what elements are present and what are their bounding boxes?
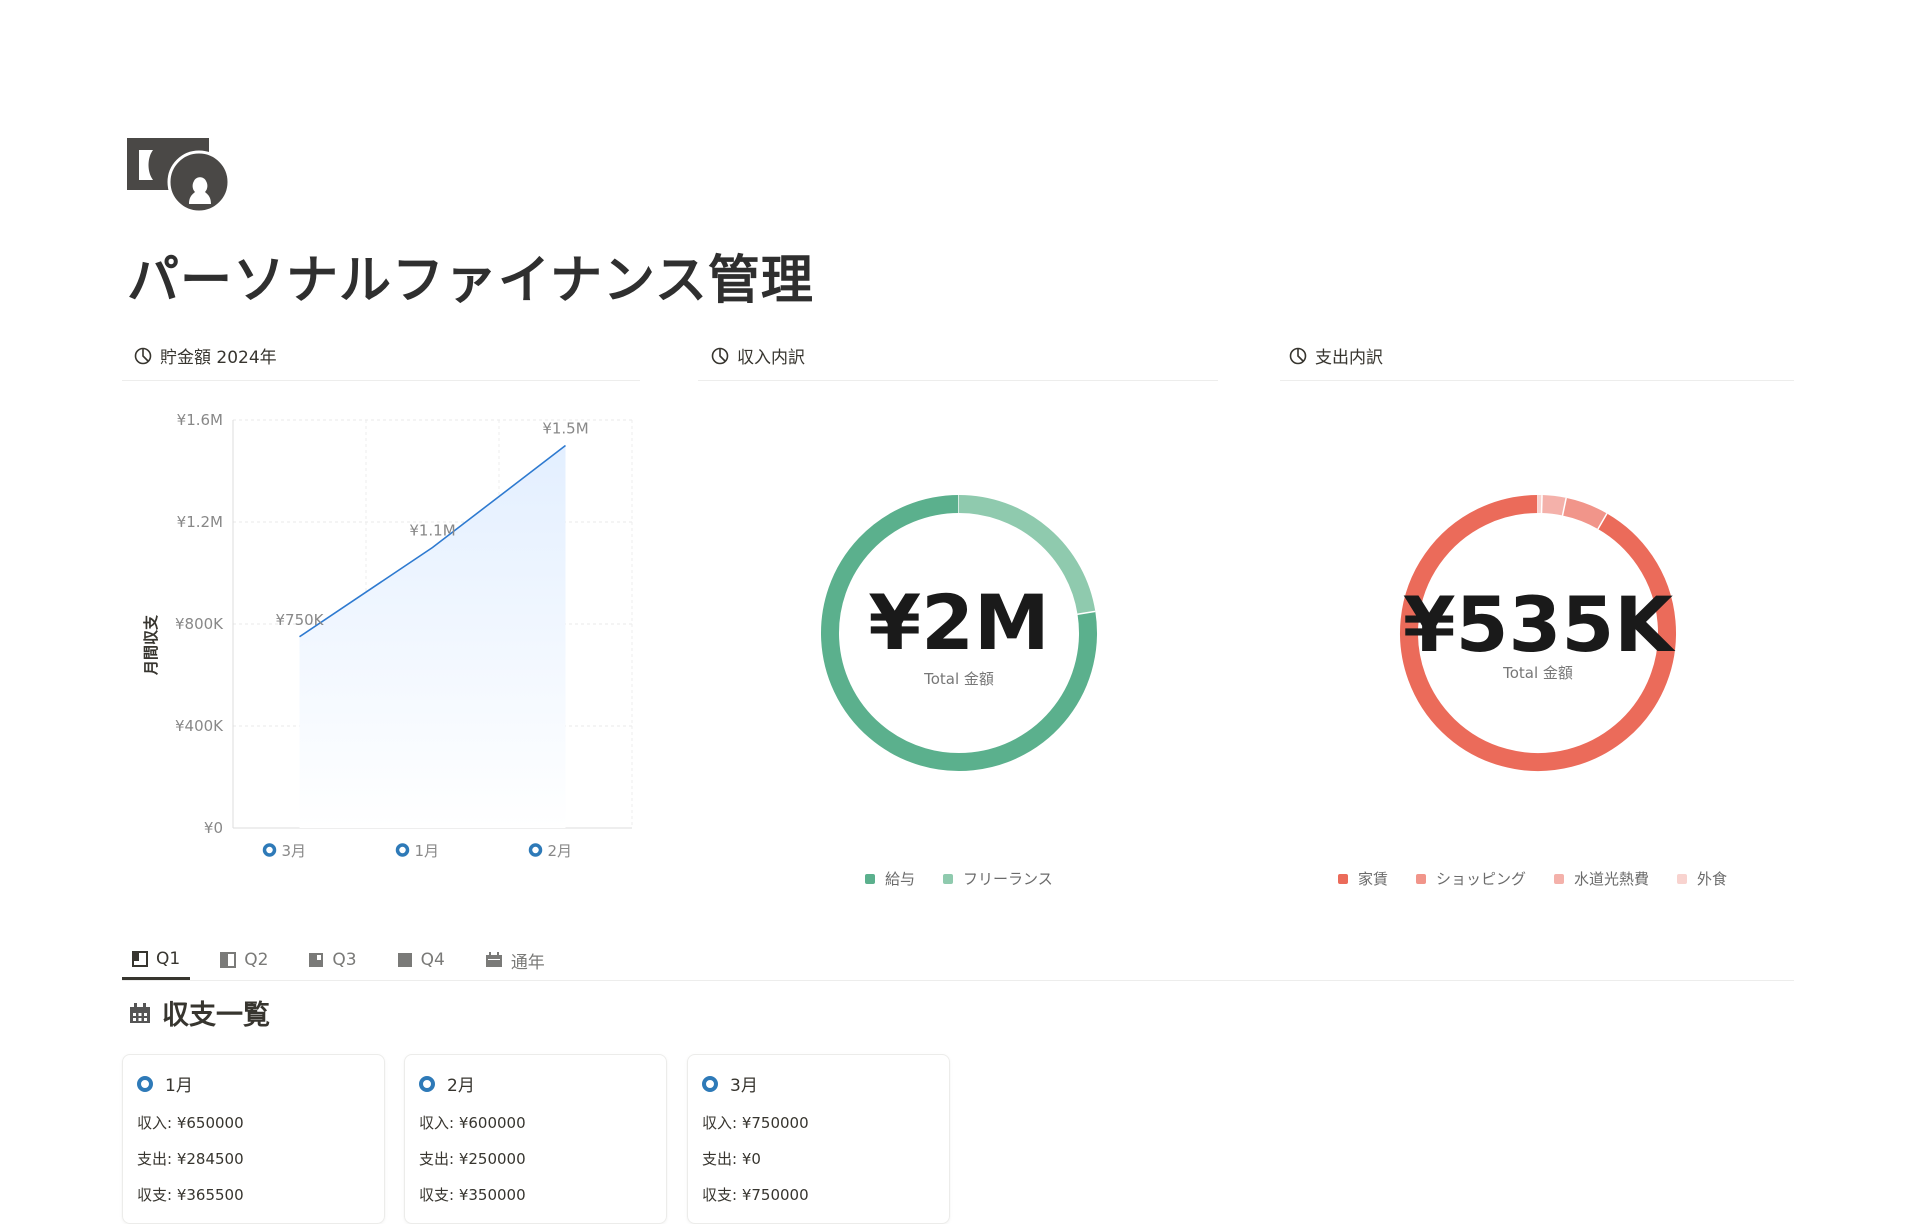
section-header-income: 収入内訳: [711, 343, 805, 368]
divider: [698, 380, 1218, 381]
legend-label: 給与: [885, 870, 915, 888]
expense-total-label: Total 金額: [1388, 662, 1688, 683]
card-income: 収入: ¥650000: [137, 1112, 370, 1133]
income-total-label: Total 金額: [809, 668, 1109, 689]
legend-swatch: [943, 874, 953, 884]
y-tick-label: ¥1.2M: [177, 513, 223, 531]
legend-swatch: [1554, 874, 1564, 884]
legend-swatch: [1416, 874, 1426, 884]
tab-label: Q2: [244, 950, 268, 970]
card-balance: 収支: ¥750000: [702, 1184, 935, 1205]
y-axis-label: 月間収支: [142, 614, 160, 676]
tab-bar: Q1 Q2 Q3 Q4 通年: [122, 940, 555, 980]
data-label: ¥1.5M: [542, 420, 588, 438]
card-expense: 支出: ¥284500: [137, 1148, 370, 1169]
section-title: 収入内訳: [737, 343, 805, 368]
income-legend: 給与 フリーランス: [865, 868, 1053, 889]
x-tick-marker-icon: [531, 845, 541, 855]
circle-status-icon: [702, 1076, 718, 1092]
legend-item[interactable]: ショッピング: [1416, 868, 1526, 889]
legend-label: 水道光熱費: [1574, 870, 1649, 888]
tab-label: Q4: [421, 950, 445, 970]
card-month: 1月: [165, 1071, 193, 1096]
pie-chart-icon: [711, 347, 729, 365]
legend-item[interactable]: 外食: [1677, 868, 1727, 889]
card-expense: 支出: ¥0: [702, 1148, 935, 1169]
expense-legend: 家賃 ショッピング 水道光熱費 外食: [1338, 868, 1727, 889]
data-label: ¥1.1M: [409, 522, 455, 540]
x-tick-marker-icon: [398, 845, 408, 855]
legend-label: 家賃: [1358, 870, 1388, 888]
tab-full-year[interactable]: 通年: [475, 940, 555, 980]
calendar-icon: [130, 1003, 150, 1023]
tab-label: Q3: [332, 950, 356, 970]
layout-q3-icon: [308, 952, 324, 968]
income-total: ¥2M: [809, 578, 1109, 667]
section-title: 支出内訳: [1315, 343, 1383, 368]
circle-status-icon: [419, 1076, 435, 1092]
card-income: 収入: ¥750000: [702, 1112, 935, 1133]
tab-label: Q1: [156, 949, 180, 969]
legend-label: ショッピング: [1436, 870, 1526, 888]
tab-label: 通年: [511, 948, 545, 973]
donut-slice: [1564, 507, 1602, 522]
y-tick-label: ¥0: [204, 819, 223, 837]
donut-slice: [1542, 504, 1565, 507]
legend-item[interactable]: 家賃: [1338, 868, 1388, 889]
calendar-icon: [485, 952, 503, 968]
list-heading: 収支一覧: [130, 993, 270, 1032]
tab-q4[interactable]: Q4: [387, 940, 455, 980]
x-tick-label: 3月: [282, 842, 307, 860]
legend-swatch: [1677, 874, 1687, 884]
circle-status-icon: [137, 1076, 153, 1092]
legend-label: 外食: [1697, 870, 1727, 888]
card-balance: 収支: ¥350000: [419, 1184, 652, 1205]
savings-area-chart: ¥0 ¥400K ¥800K ¥1.2M ¥1.6M ¥750K 3月 ¥1.1M 1月 ¥1.5…: [0, 0, 700, 920]
pie-chart-icon: [1289, 347, 1307, 365]
data-label: ¥750K: [275, 611, 324, 629]
x-tick-label: 1月: [415, 842, 440, 860]
x-tick-label: 2月: [548, 842, 573, 860]
card-month: 2月: [447, 1071, 475, 1096]
tab-q1[interactable]: Q1: [122, 940, 190, 980]
legend-item[interactable]: フリーランス: [943, 868, 1053, 889]
card-balance: 収支: ¥365500: [137, 1184, 370, 1205]
y-tick-label: ¥800K: [175, 615, 224, 633]
divider: [1280, 380, 1794, 381]
layout-q2-icon: [220, 952, 236, 968]
card-expense: 支出: ¥250000: [419, 1148, 652, 1169]
slice-separator: [1542, 495, 1543, 513]
card-income: 収入: ¥600000: [419, 1112, 652, 1133]
layout-q4-icon: [397, 952, 413, 968]
list-title: 収支一覧: [162, 993, 270, 1032]
legend-label: フリーランス: [963, 870, 1053, 888]
expense-total: ¥535K: [1388, 580, 1688, 669]
divider: [122, 980, 1794, 981]
area-fill: [300, 446, 566, 829]
y-tick-label: ¥400K: [175, 717, 224, 735]
legend-item[interactable]: 給与: [865, 868, 915, 889]
tab-q2[interactable]: Q2: [210, 940, 278, 980]
legend-swatch: [1338, 874, 1348, 884]
legend-item[interactable]: 水道光熱費: [1554, 868, 1649, 889]
tab-q3[interactable]: Q3: [298, 940, 366, 980]
section-header-expense: 支出内訳: [1289, 343, 1383, 368]
legend-swatch: [865, 874, 875, 884]
y-tick-label: ¥1.6M: [177, 411, 223, 429]
card-month: 3月: [730, 1071, 758, 1096]
layout-q1-icon: [132, 951, 148, 967]
x-tick-marker-icon: [265, 845, 275, 855]
